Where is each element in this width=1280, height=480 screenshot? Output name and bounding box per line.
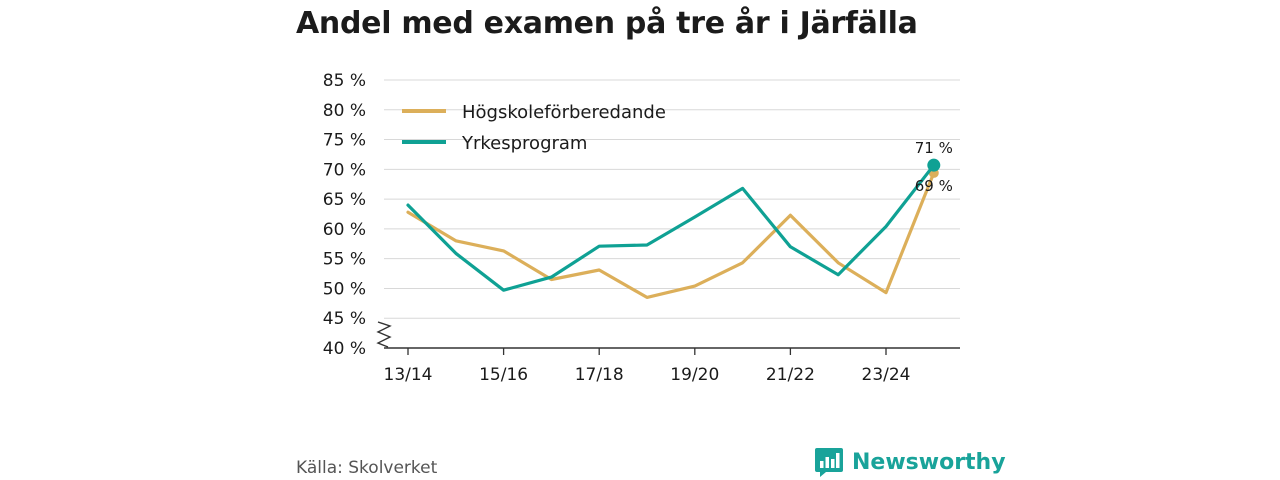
y-tick-label: 50 % [323,279,366,299]
x-tick-label: 19/20 [670,365,719,385]
source-note: Källa: Skolverket [296,458,438,478]
data-labels: 69 % 71 % [915,139,953,195]
y-tick-label: 65 % [323,190,366,210]
x-tick-label: 17/18 [575,365,624,385]
y-tick-label: 80 % [323,101,366,121]
y-tick-label: 45 % [323,309,366,329]
legend-label: Yrkesprogram [461,133,587,154]
chart-title: Andel med examen på tre år i Järfälla [296,6,918,41]
y-tick-label: 60 % [323,220,366,240]
brand-logo: Newsworthy [814,446,1006,478]
series-lines [406,158,941,299]
y-tick-label: 75 % [323,131,366,151]
legend: Högskoleförberedande Yrkesprogram [402,102,666,154]
axes: 40 % 45 % 50 % 55 % 60 % 65 % 70 % 75 % 80 % 85 %… [323,71,960,385]
legend-label: Högskoleförberedande [462,102,666,123]
grid-lines [384,79,960,319]
axis-break-icon [376,321,392,348]
data-label-end: 71 % [915,139,953,157]
line-chart: 40 % 45 % 50 % 55 % 60 % 65 % 70 % 75 % 80 % 85 %… [323,71,960,385]
x-tick-label: 13/14 [384,365,433,385]
y-tick-label: 40 % [323,339,366,359]
x-tick-label: 15/16 [479,365,528,385]
series-line-yrkesprogram [406,163,936,292]
brand-name: Newsworthy [852,449,1006,475]
bar-chart-icon [815,448,843,477]
series-end-point [927,158,941,172]
x-tick-label: 21/22 [766,365,815,385]
y-tick-label: 70 % [323,160,366,180]
data-label-end: 69 % [915,177,953,195]
y-tick-label: 55 % [323,250,366,270]
x-tick-label: 23/24 [862,365,911,385]
y-tick-label: 85 % [323,71,366,91]
